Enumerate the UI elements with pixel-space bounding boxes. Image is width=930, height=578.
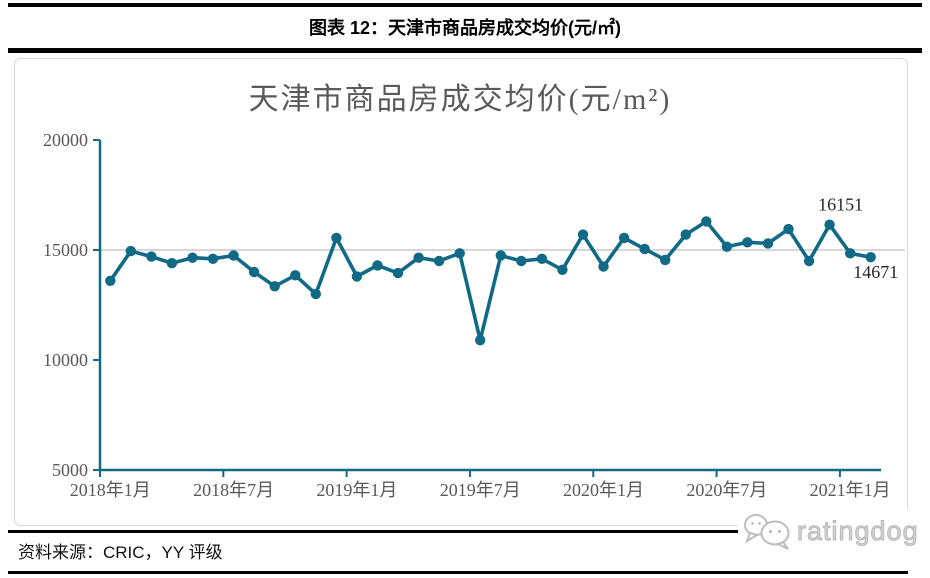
data-point [125, 245, 136, 257]
data-point [331, 232, 342, 244]
x-tick-label: 2020年7月 [686, 480, 767, 500]
data-point [146, 251, 157, 262]
chat-bubbles-icon [744, 514, 790, 550]
data-point [865, 252, 876, 263]
data-point [495, 250, 506, 261]
data-point [701, 216, 712, 227]
page-title: 图表 12：天津市商品房成交均价(元/㎡) [308, 18, 621, 38]
data-point [742, 237, 753, 248]
data-point [392, 267, 404, 279]
data-point [290, 270, 301, 281]
data-point [824, 219, 835, 230]
data-point [105, 275, 116, 286]
source-note: 资料来源：CRIC，YY 评级 [18, 543, 223, 562]
chart-title: 天津市商品房成交均价(元/m²) [248, 83, 672, 116]
y-tick-label: 20000 [43, 130, 88, 150]
watermark-label: ratingdog [797, 515, 919, 546]
data-point [536, 253, 548, 264]
ratingdog-watermark: ratingdog [738, 510, 923, 552]
data-point [783, 223, 794, 235]
data-label: 16151 [818, 195, 863, 215]
data-point [845, 248, 856, 259]
x-tick-label: 2018年7月 [193, 480, 274, 500]
x-tick-label: 2019年7月 [440, 480, 521, 500]
data-point [721, 241, 733, 252]
data-point [577, 229, 589, 240]
data-point [248, 266, 260, 278]
data-point [639, 243, 650, 255]
data-point [454, 248, 465, 259]
data-point [310, 288, 321, 300]
data-point [187, 252, 198, 263]
header-rule-top [8, 3, 922, 7]
data-point [475, 335, 486, 346]
x-tick-label: 2019年1月 [316, 480, 397, 500]
data-point [680, 229, 691, 240]
y-tick-label: 15000 [43, 240, 88, 260]
x-tick-label: 2020年1月 [563, 480, 644, 500]
data-point [166, 258, 178, 269]
data-point [413, 252, 424, 263]
data-point [433, 255, 445, 267]
chart-panel [14, 58, 908, 526]
x-tick-label: 2018年1月 [70, 480, 151, 500]
data-point [660, 254, 671, 266]
x-tick-label: 2021年1月 [810, 480, 891, 500]
data-point [557, 264, 568, 275]
data-point [516, 255, 527, 267]
header-rule-bottom [8, 48, 922, 53]
data-label: 14671 [853, 262, 898, 282]
footer-rule-top [8, 530, 908, 533]
page-rule-bottom [8, 571, 908, 574]
data-point [207, 253, 219, 264]
data-point [269, 281, 280, 292]
y-tick-label: 5000 [52, 460, 88, 480]
y-tick-label: 10000 [43, 350, 88, 370]
data-point [762, 238, 774, 249]
data-point [372, 260, 383, 271]
data-point [618, 232, 630, 244]
data-point [803, 255, 815, 267]
data-point [228, 250, 239, 261]
data-point [598, 261, 609, 272]
price-line [108, 219, 873, 343]
data-point [351, 271, 363, 282]
